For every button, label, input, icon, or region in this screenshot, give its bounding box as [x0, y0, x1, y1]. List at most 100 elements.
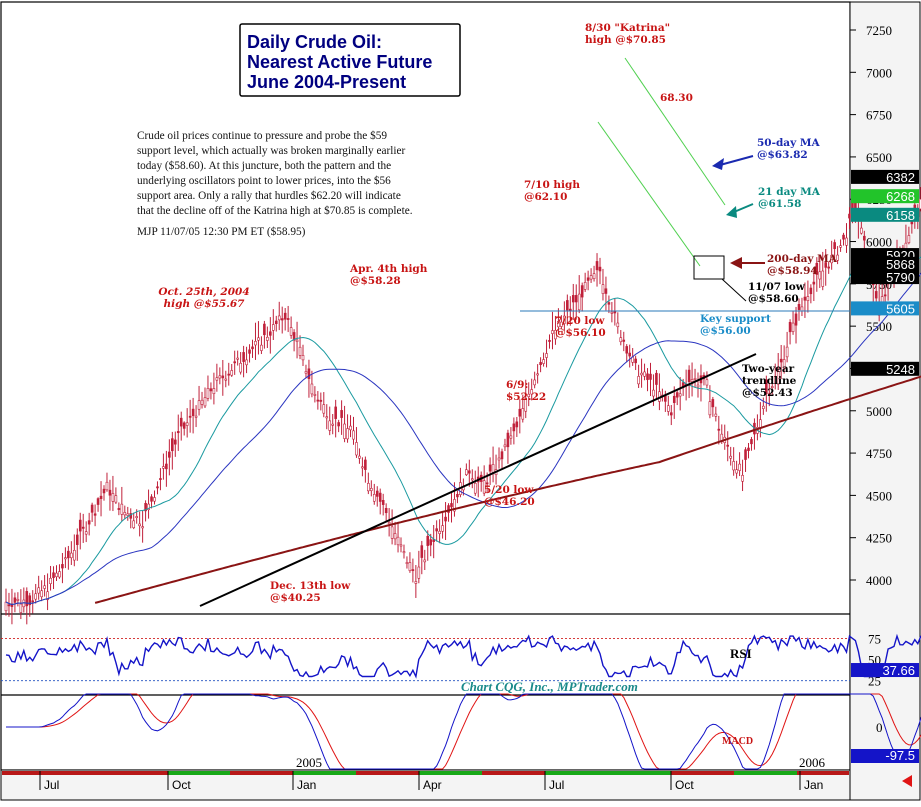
- price-bar-body: [43, 585, 46, 589]
- ma200-arrow-head: [730, 257, 742, 269]
- price-bar-body: [741, 475, 744, 482]
- price-bar-body: [586, 277, 590, 281]
- annotation-keysup: @$56.00: [700, 325, 751, 337]
- price-bar-body: [512, 423, 516, 432]
- price-bar-body: [450, 503, 453, 508]
- annotation-dec13: Dec. 13th low: [270, 580, 351, 592]
- price-bar-body: [672, 395, 676, 403]
- price-bar-body: [470, 478, 474, 481]
- price-bar-body: [482, 480, 486, 494]
- price-bar-body: [453, 499, 456, 512]
- price-bar-body: [84, 531, 88, 535]
- price-bar-body: [87, 520, 91, 525]
- price-bar-body: [37, 587, 40, 594]
- price-tag: [851, 189, 919, 204]
- ma21-line: [5, 249, 921, 606]
- price-bar-body: [343, 423, 346, 439]
- price-bar-body: [171, 438, 174, 452]
- price-bar-body: [589, 275, 593, 280]
- price-bar-body: [883, 294, 887, 297]
- price-bar-body: [73, 550, 76, 561]
- price-bar-body: [40, 590, 43, 598]
- price-tick-label: 7000: [866, 65, 892, 80]
- price-bar-body: [218, 375, 222, 379]
- annotation-ma200: @$58.94: [767, 265, 818, 277]
- price-bar-body: [604, 288, 608, 294]
- price-bar-body: [601, 284, 605, 294]
- month-label: Apr: [423, 778, 442, 792]
- two-year-trendline: [199, 353, 757, 607]
- price-bar-body: [105, 481, 109, 491]
- price-bar-body: [767, 393, 771, 396]
- annotation-ma21: 21 day MA: [758, 186, 821, 198]
- price-bar-body: [370, 488, 373, 491]
- price-bar-body: [616, 322, 620, 328]
- price-tick-label: 4250: [866, 531, 892, 546]
- price-bar-body: [527, 393, 531, 397]
- price-bar-body: [812, 281, 816, 285]
- price-bar-body: [580, 285, 584, 298]
- annotation-nov07: @$58.60: [748, 293, 799, 305]
- month-label: Jan: [804, 778, 823, 792]
- price-bar-body: [173, 439, 177, 445]
- price-bar-body: [70, 552, 73, 559]
- price-bar-body: [102, 488, 106, 494]
- month-color-bar: [419, 771, 482, 775]
- price-bar-body: [292, 332, 296, 341]
- price-bar-body: [874, 291, 878, 299]
- price-bar-body: [821, 270, 825, 287]
- price-bar-body: [762, 405, 765, 409]
- price-bar-body: [759, 419, 762, 429]
- price-bar-body: [182, 422, 186, 429]
- price-bar-body: [185, 422, 189, 426]
- price-bar-body: [643, 371, 646, 377]
- annotation-trend: Two-year: [742, 363, 795, 375]
- price-bar-body: [147, 503, 150, 511]
- price-bar-body: [803, 296, 807, 301]
- price-tick-label: 4500: [866, 488, 892, 503]
- price-bar-body: [827, 266, 830, 269]
- price-bar-body: [322, 404, 326, 414]
- macd-tick-label: 0: [876, 720, 883, 735]
- price-bar-body: [248, 349, 251, 354]
- title-line-1: Daily Crude Oil:: [247, 32, 382, 52]
- price-bar-body: [55, 572, 58, 578]
- price-bar-body: [839, 245, 842, 248]
- price-tick-label: 6750: [866, 108, 892, 123]
- price-bar-body: [563, 315, 566, 324]
- price-bar-body: [346, 428, 349, 440]
- price-tick-label: 7250: [866, 23, 892, 38]
- macd-line: [6, 693, 921, 770]
- commentary-line-4: underlying oscillators point to lower pr…: [137, 175, 391, 187]
- price-bar-body: [93, 513, 97, 516]
- price-bar-body: [206, 388, 210, 399]
- title-line-2: Nearest Active Future: [247, 52, 432, 72]
- price-tag-label: 6158: [886, 208, 915, 223]
- price-bar-body: [509, 435, 513, 439]
- price-bar-body: [25, 591, 29, 607]
- price-tag: [851, 361, 919, 376]
- price-bar-body: [257, 337, 260, 341]
- annotation-jun9: $52.22: [506, 391, 546, 403]
- price-tag-label: 6382: [886, 170, 915, 185]
- price-bar-body: [524, 398, 528, 412]
- price-bar-body: [456, 494, 459, 498]
- price-bar-body: [678, 393, 682, 397]
- price-bar-body: [49, 577, 52, 584]
- price-bar-body: [135, 516, 138, 518]
- price-bar-body: [120, 503, 124, 515]
- price-bar-body: [251, 346, 254, 350]
- price-bar-body: [836, 254, 839, 261]
- price-bar-body: [667, 405, 670, 412]
- price-bar-body: [52, 572, 55, 578]
- price-bar-body: [542, 359, 545, 364]
- scroll-right-icon[interactable]: [902, 775, 912, 787]
- price-bar-body: [227, 373, 231, 376]
- price-bar-body: [233, 361, 236, 364]
- price-bar-body: [779, 358, 783, 363]
- month-color-bar: [482, 771, 545, 775]
- price-bar-body: [818, 271, 822, 280]
- price-bar-body: [364, 459, 367, 470]
- channel-lower-line: [597, 121, 701, 267]
